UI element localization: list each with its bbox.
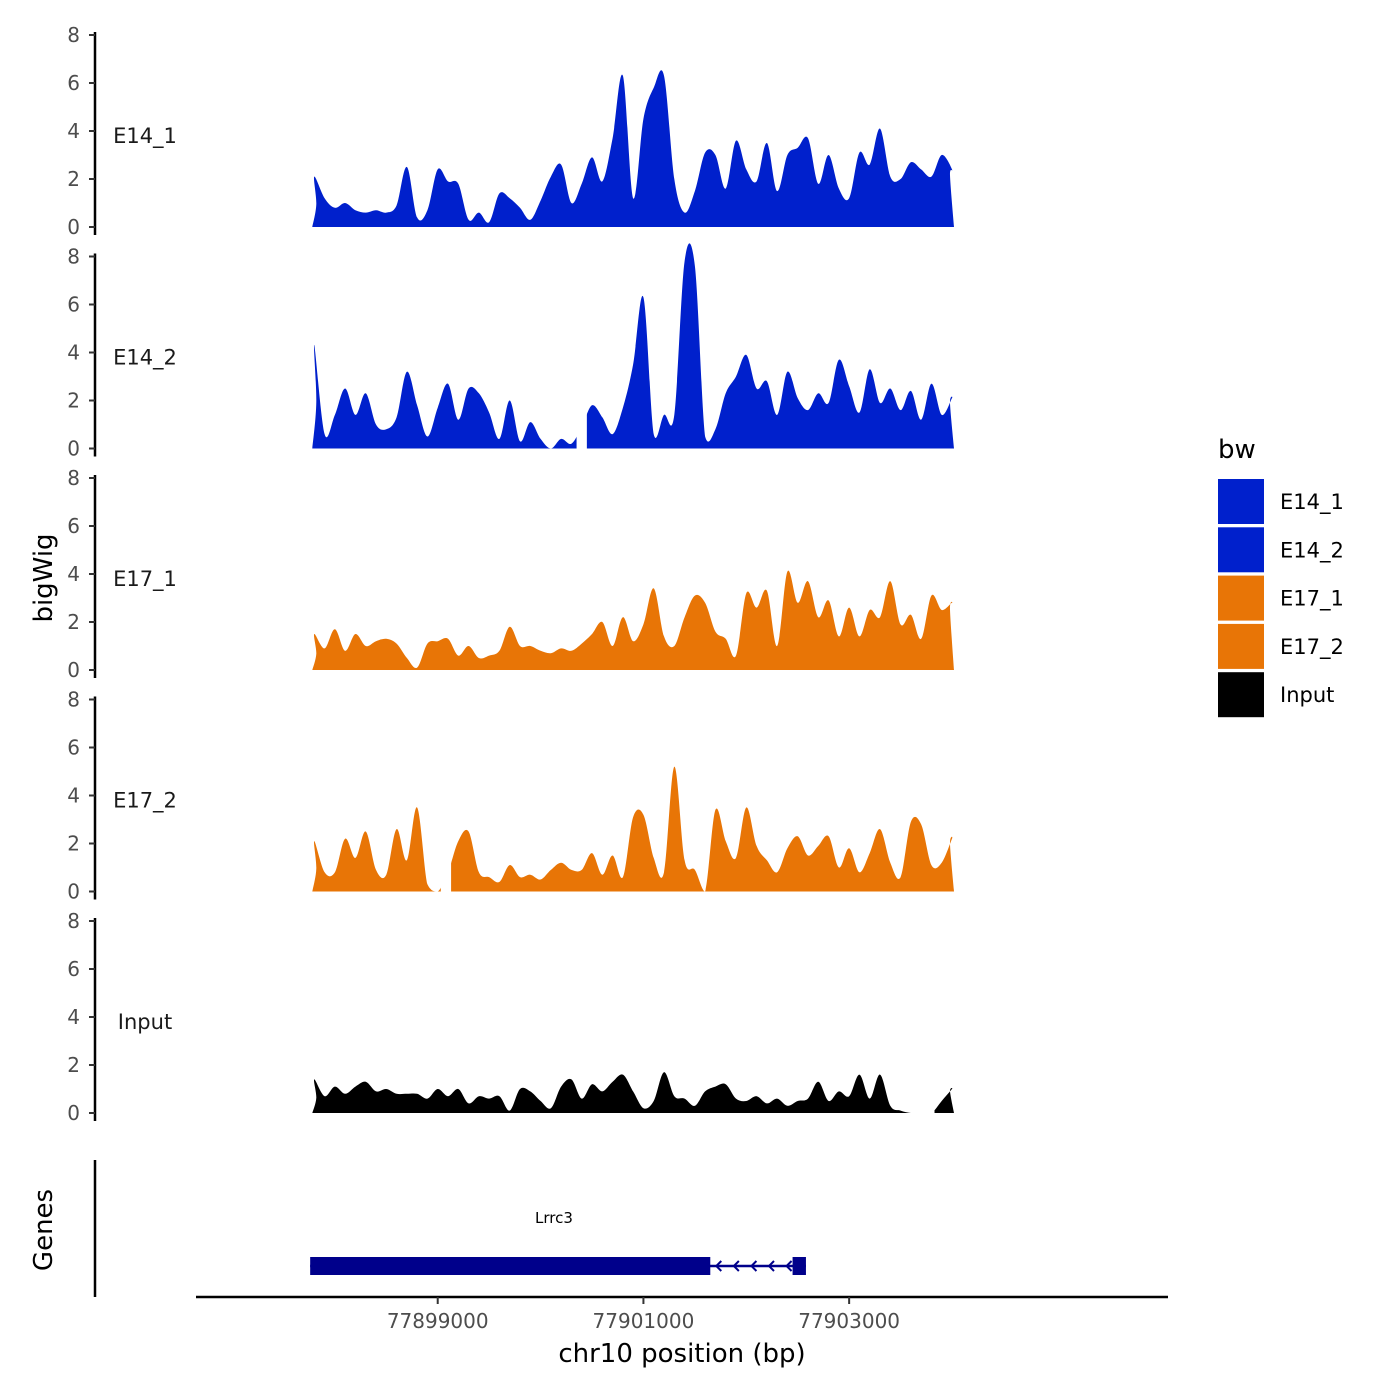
y-tick-label: 8	[67, 466, 80, 490]
x-axis-title: chr10 position (bp)	[558, 1339, 805, 1369]
legend-label: E14_1	[1280, 490, 1344, 515]
y-tick-label: 2	[67, 610, 80, 634]
x-tick-label: 77901000	[593, 1309, 695, 1333]
y-tick-label: 0	[67, 658, 80, 682]
track-panels: 0 2 4 6 8 E14_1 0 2 4 6 8 E14_2 0 2 4 6 8 E17_1 0 2 4 6 8 E17_2…	[67, 23, 954, 1125]
signal-area-e14-2	[312, 243, 954, 449]
legend-label: E17_1	[1280, 587, 1344, 612]
y-tick-label: 0	[67, 880, 80, 904]
strand-arrow	[732, 1260, 740, 1272]
legend-swatch	[1218, 575, 1264, 621]
track-e14-2: 0 2 4 6 8 E14_2	[67, 243, 954, 461]
signal-area-e14-1	[312, 70, 954, 228]
gene-exon	[792, 1257, 806, 1275]
track-e14-1: 0 2 4 6 8 E14_1	[67, 23, 954, 239]
legend-item-e17-2: E17_2	[1218, 623, 1344, 669]
coverage-gap	[576, 256, 587, 450]
x-tick-label: 77899000	[387, 1309, 489, 1333]
y-tick-label: 8	[67, 245, 80, 269]
x-tick-label: 77903000	[798, 1309, 900, 1333]
y-tick-label: 0	[67, 1101, 80, 1125]
y-tick-label: 6	[67, 71, 80, 95]
legend-swatch	[1218, 479, 1264, 524]
y-tick-label: 4	[67, 1005, 80, 1029]
legend-swatch	[1218, 527, 1264, 573]
track-label: E14_1	[113, 124, 177, 149]
y-axis-title: bigWig	[29, 533, 59, 622]
legend-item-e14-2: E14_2	[1218, 527, 1344, 573]
legend-item-e17-1: E17_1	[1218, 575, 1344, 621]
y-tick-label: 4	[67, 119, 80, 143]
y-tick-label: 0	[67, 215, 80, 239]
track-e17-1: 0 2 4 6 8 E17_1	[67, 466, 954, 682]
legend: bw E14_1 E14_2 E17_1 E17_2 Input	[1218, 435, 1344, 718]
track-label: E14_2	[113, 346, 177, 371]
coverage-gap	[440, 699, 452, 893]
y-tick-label: 6	[67, 293, 80, 317]
track-input: 0 2 4 6 8 Input	[67, 909, 954, 1125]
legend-label: E14_2	[1280, 538, 1344, 563]
track-label: Input	[118, 1010, 172, 1034]
track-e17-2: 0 2 4 6 8 E17_2	[67, 688, 954, 904]
y-tick-label: 8	[67, 909, 80, 933]
y-tick-label: 4	[67, 341, 80, 365]
legend-item-e14-1: E14_1	[1218, 479, 1344, 524]
coverage-gap	[923, 921, 935, 1114]
genes-axis-title: Genes	[29, 1189, 59, 1271]
legend-label: E17_2	[1280, 635, 1344, 660]
y-tick-label: 6	[67, 736, 80, 760]
gene-label: Lrrc3	[535, 1209, 573, 1227]
gene-exon	[310, 1257, 711, 1275]
y-tick-label: 4	[67, 562, 80, 586]
genes-panel: Lrrc3	[93, 1160, 806, 1297]
strand-arrow	[767, 1260, 775, 1272]
y-tick-label: 8	[67, 688, 80, 712]
y-tick-label: 6	[67, 514, 80, 538]
track-label: E17_2	[113, 789, 177, 814]
legend-title: bw	[1218, 435, 1256, 465]
y-tick-label: 2	[67, 832, 80, 856]
legend-item-input: Input	[1218, 672, 1334, 718]
signal-area-input	[312, 1072, 954, 1113]
y-tick-label: 8	[67, 23, 80, 47]
signal-area-e17-2	[312, 766, 954, 892]
track-label: E17_1	[113, 567, 177, 592]
strand-arrow	[785, 1260, 793, 1272]
y-tick-label: 0	[67, 437, 80, 461]
legend-swatch	[1218, 623, 1264, 669]
y-tick-label: 6	[67, 957, 80, 981]
y-tick-label: 2	[67, 167, 80, 191]
y-tick-label: 2	[67, 389, 80, 413]
y-tick-label: 2	[67, 1053, 80, 1077]
strand-arrow	[714, 1260, 722, 1272]
legend-swatch	[1218, 672, 1264, 718]
signal-area-e17-1	[312, 570, 954, 670]
strand-arrow	[750, 1260, 758, 1272]
x-axis: 77899000 77901000 77903000	[196, 1295, 1168, 1333]
y-tick-label: 4	[67, 784, 80, 808]
gene-lrrc3: Lrrc3	[310, 1209, 806, 1275]
legend-label: Input	[1280, 683, 1334, 707]
